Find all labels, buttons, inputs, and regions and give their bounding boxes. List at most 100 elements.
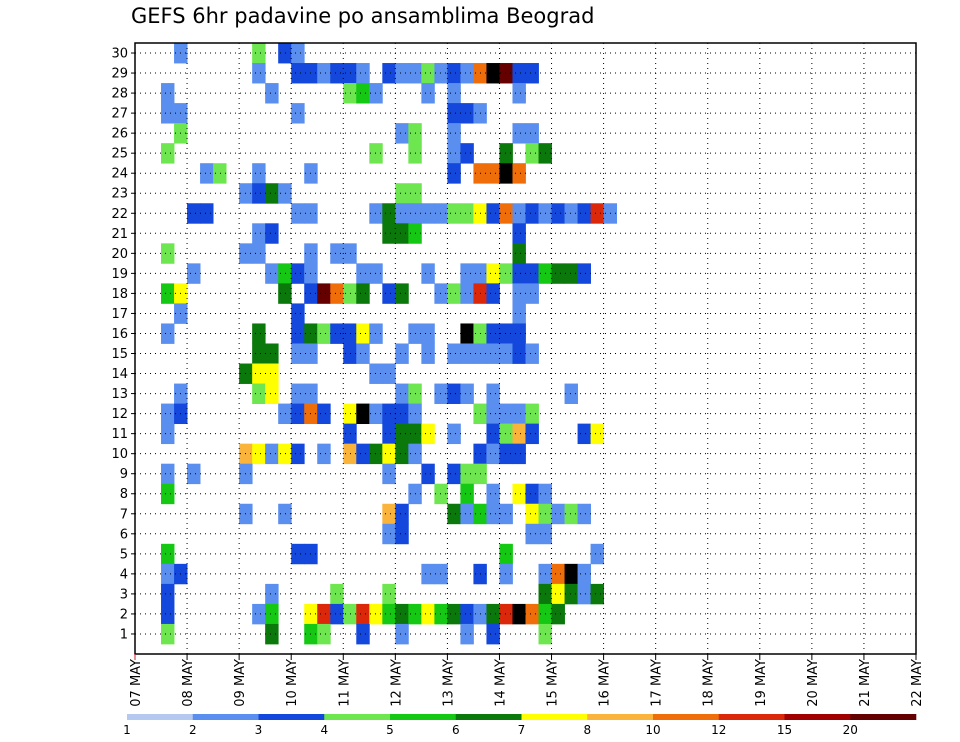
heatmap-cell [447,283,461,304]
heatmap-cell [278,503,292,525]
heatmap-cell [486,163,500,184]
heatmap-cell [317,63,331,84]
heatmap-cell [499,603,513,625]
heatmap-cell [551,603,565,625]
heatmap-cell [421,323,435,344]
heatmap-cell [486,323,500,344]
x-tick-label: 21 MAY [858,659,873,707]
y-tick-label: 30 [111,47,128,62]
heatmap-cell [317,623,331,645]
x-tick-label: 11 MAY [337,659,352,707]
heatmap-cell [330,583,344,605]
heatmap-cell [395,123,409,144]
heatmap-cell [278,283,292,304]
y-tick-label: 13 [111,387,128,402]
heatmap-cell [551,563,565,585]
heatmap-cell [460,483,474,505]
heatmap-cell [369,263,383,284]
heatmap-cell [512,343,526,364]
heatmap-cell [343,243,357,264]
heatmap-cell [356,63,370,84]
heatmap-cell [486,503,500,525]
colorbar-label: 5 [386,723,394,737]
heatmap-cell [525,123,539,144]
heatmap-cell [395,443,409,465]
heatmap-cell [564,263,578,284]
heatmap-cell [512,303,526,324]
x-tick-label: 12 MAY [389,659,404,707]
chart-title: GEFS 6hr padavine po ansamblima Beograd [131,4,595,28]
heatmap-cell [499,203,513,224]
heatmap-cell [486,263,500,284]
heatmap-cell [265,363,279,384]
heatmap-cell [291,43,305,64]
heatmap-cell [525,203,539,224]
y-tick-label: 23 [111,187,128,202]
heatmap-cell [447,463,461,485]
x-tick-label: 08 MAY [181,659,196,707]
heatmap-cell [382,203,396,224]
heatmap-cell [356,443,370,465]
heatmap-cell [421,423,435,445]
heatmap-cell [395,223,409,244]
x-tick-label: 17 MAY [650,659,665,707]
heatmap-cell [447,423,461,445]
heatmap-cell [265,603,279,625]
x-tick-label: 07 MAY [129,659,144,707]
heatmap-cell [395,203,409,224]
heatmap-cell [421,343,435,364]
heatmap-cell [421,203,435,224]
x-tick-label: 15 MAY [546,659,561,707]
heatmap-cell [564,583,578,605]
y-tick-label: 28 [111,87,128,102]
y-tick-label: 14 [111,367,128,382]
y-tick-label: 11 [111,427,128,442]
heatmap-cell [486,383,500,404]
heatmap-cell [382,63,396,84]
heatmap-cell [421,563,435,585]
heatmap-cell [265,343,279,364]
heatmap-cell [447,503,461,525]
heatmap-cell [447,103,461,124]
y-tick-label: 24 [111,167,128,182]
heatmap-cell [200,163,214,184]
heatmap-cell [577,583,591,605]
heatmap-cell [161,403,175,425]
heatmap-cell [486,623,500,645]
x-axis-labels: 07 MAY 08 MAY 09 MAY 10 MAY 11 MAY 12 MAY 13 M… [129,654,925,707]
heatmap-cell [291,323,305,344]
heatmap-cell [551,203,565,224]
heatmap-cell [460,463,474,485]
heatmap-cell [161,283,175,304]
heatmap-cell [460,103,474,124]
y-tick-label: 22 [111,207,128,222]
heatmap-cell [434,383,448,404]
heatmap-cell [460,603,474,625]
heatmap-cell [551,583,565,605]
heatmap-cell [564,203,578,224]
heatmap-cell [187,463,201,485]
heatmap-cell [499,543,513,565]
heatmap-cell [161,463,175,485]
heatmap-cell [161,103,175,124]
y-tick-label: 6 [120,527,128,542]
colorbar-swatch [521,714,588,720]
heatmap-cell [265,623,279,645]
heatmap-cell [447,603,461,625]
heatmap-cell [278,43,292,64]
heatmap-cell [161,243,175,264]
heatmap-cell [421,63,435,84]
heatmap-cell [382,603,396,625]
heatmap-cell [356,603,370,625]
heatmap-cell [317,323,331,344]
heatmap-cell [317,283,331,304]
heatmap-cell [369,403,383,425]
heatmap-cell [512,283,526,304]
x-tick-label: 16 MAY [598,659,613,707]
heatmap-cell [187,263,201,284]
heatmap-cell [434,203,448,224]
heatmap-cell [382,523,396,545]
heatmap-cell [551,503,565,525]
heatmap-cell [577,423,591,445]
heatmap-cell [512,263,526,284]
